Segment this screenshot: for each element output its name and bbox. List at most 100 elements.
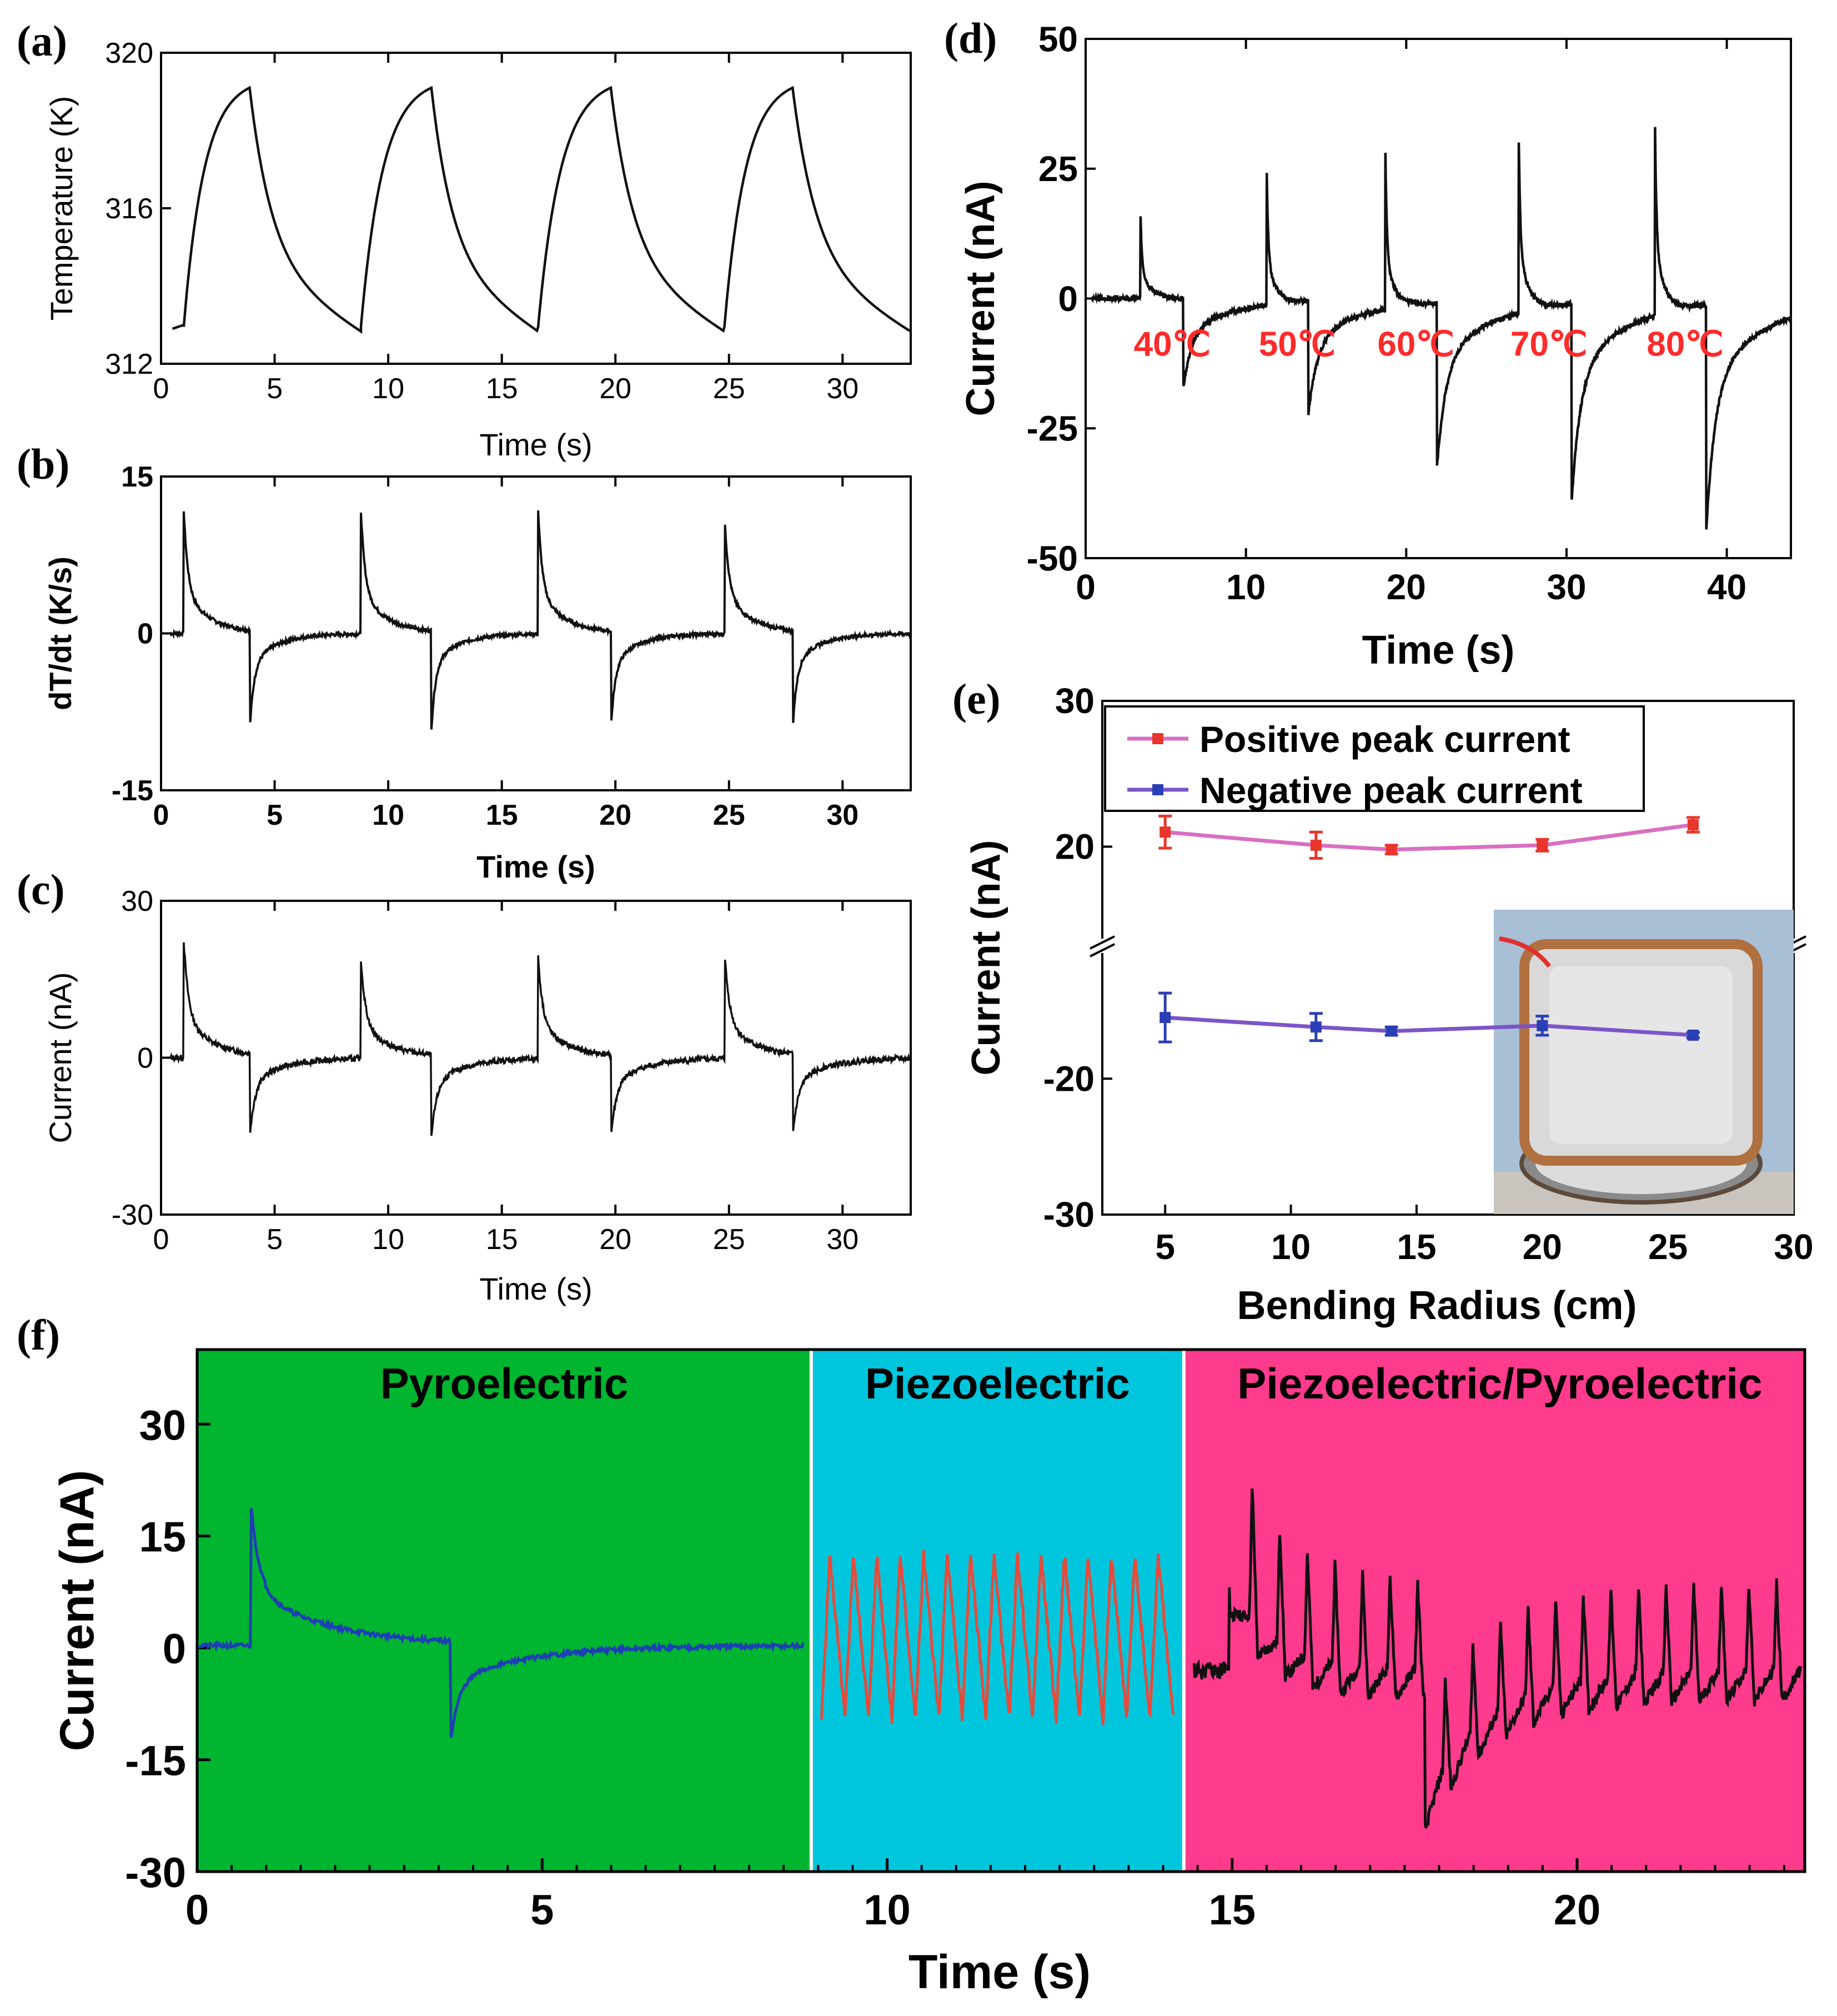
panel-label-a: (a) bbox=[17, 17, 67, 65]
y-tick-label: 30 bbox=[1055, 681, 1095, 721]
axes-frame bbox=[1085, 38, 1792, 559]
y-tick-label: 0 bbox=[137, 1042, 153, 1075]
x-tick-label: 0 bbox=[153, 1223, 169, 1256]
y-tick-label: -15 bbox=[125, 1738, 186, 1785]
y-axis-label: Current (nA) bbox=[964, 840, 1008, 1076]
x-tick-label: 10 bbox=[372, 373, 404, 405]
data-point bbox=[1687, 1029, 1699, 1041]
x-tick-label: 25 bbox=[1648, 1227, 1688, 1267]
x-tick-label: 5 bbox=[267, 799, 283, 831]
x-axis-label: Time (s) bbox=[479, 1271, 592, 1306]
panel-label-e: (e) bbox=[952, 675, 1001, 723]
x-axis-label: Time (s) bbox=[476, 849, 595, 884]
region-label: Piezoelectric bbox=[865, 1359, 1130, 1408]
y-axis-label: Current (nA) bbox=[958, 181, 1003, 417]
data-point bbox=[1160, 1012, 1171, 1024]
current-trace bbox=[169, 942, 911, 1136]
data-point bbox=[1386, 1025, 1397, 1037]
x-tick-label: 5 bbox=[530, 1887, 554, 1934]
y-tick-label: -20 bbox=[1043, 1059, 1095, 1099]
x-tick-label: 20 bbox=[1387, 567, 1426, 607]
piezoelectric-trace bbox=[820, 1550, 1175, 1725]
x-tick-label: 20 bbox=[599, 1223, 631, 1256]
x-tick-label: 20 bbox=[599, 799, 631, 831]
legend: Positive peak current Negative peak curre… bbox=[1104, 705, 1645, 812]
legend-marker bbox=[1152, 784, 1163, 795]
x-tick-label: 15 bbox=[486, 373, 518, 405]
panel-label-b: (b) bbox=[17, 440, 69, 488]
panel-a: 0 5 10 15 20 25 30 312 316 320 Time (s) Temperature… bbox=[44, 37, 912, 462]
x-tick-label: 25 bbox=[713, 1223, 745, 1256]
y-tick-label: 0 bbox=[1058, 279, 1078, 319]
x-tick-label: 25 bbox=[713, 373, 745, 405]
legend-box bbox=[1104, 705, 1645, 812]
y-axis-label: Current (nA) bbox=[43, 972, 78, 1143]
x-tick-label: 5 bbox=[267, 373, 283, 405]
region-1 bbox=[811, 1350, 1184, 1872]
y-tick-label: 312 bbox=[105, 348, 153, 380]
pyroelectric-trace bbox=[197, 1508, 805, 1738]
data-point bbox=[1537, 839, 1548, 851]
y-tick-label: 20 bbox=[1055, 827, 1095, 867]
x-tick-label: 30 bbox=[826, 373, 859, 405]
y-tick-label: 15 bbox=[121, 461, 153, 493]
x-tick-label: 15 bbox=[1397, 1227, 1436, 1267]
data-point bbox=[1386, 844, 1397, 855]
y-tick-label: -25 bbox=[1027, 409, 1078, 449]
panel-label-d: (d) bbox=[944, 14, 997, 62]
x-tick-label: 30 bbox=[826, 799, 859, 831]
x-tick-label: 10 bbox=[372, 799, 404, 831]
temperature-curve bbox=[172, 86, 912, 334]
x-tick-label: 30 bbox=[1774, 1227, 1813, 1267]
x-tick-label: 0 bbox=[153, 799, 169, 831]
temperature-annotation: 40℃ bbox=[1134, 325, 1211, 363]
legend-marker bbox=[1152, 733, 1163, 744]
region-label: Piezoelectric/Pyroelectric bbox=[1237, 1359, 1762, 1408]
temperature-annotation: 80℃ bbox=[1647, 325, 1724, 363]
y-tick-label: 30 bbox=[139, 1402, 186, 1449]
x-tick-label: 30 bbox=[1547, 567, 1586, 607]
data-point bbox=[1687, 819, 1699, 831]
temperature-annotation: 70℃ bbox=[1510, 325, 1588, 363]
temperature-annotation: 50℃ bbox=[1259, 325, 1336, 363]
x-axis-label: Time (s) bbox=[909, 1945, 1091, 1999]
x-tick-label: 5 bbox=[1155, 1227, 1175, 1267]
x-tick-label: 10 bbox=[864, 1887, 911, 1934]
panel-d: 0 10 20 30 40 -50 -25 0 25 50 Time (s) Current (nA)… bbox=[958, 19, 1793, 673]
series-positive bbox=[1158, 814, 1700, 860]
panel-label-f: (f) bbox=[17, 1311, 60, 1359]
x-tick-label: 15 bbox=[486, 1223, 518, 1256]
x-tick-label: 0 bbox=[153, 373, 169, 405]
legend-label: Positive peak current bbox=[1199, 719, 1570, 760]
data-point bbox=[1160, 826, 1171, 838]
x-tick-label: 30 bbox=[826, 1223, 859, 1256]
y-tick-label: -50 bbox=[1027, 538, 1078, 578]
x-tick-label: 10 bbox=[372, 1223, 404, 1256]
x-axis-label: Time (s) bbox=[479, 427, 592, 462]
x-tick-label: 40 bbox=[1707, 567, 1746, 607]
x-tick-label: 5 bbox=[267, 1223, 283, 1256]
x-axis-label: Bending Radius (cm) bbox=[1237, 1283, 1637, 1328]
y-tick-label: 0 bbox=[163, 1626, 186, 1673]
photo-film-center bbox=[1549, 966, 1733, 1144]
y-tick-label: -30 bbox=[112, 1199, 153, 1231]
panel-f: Pyroelectric Piezoelectric Piezoelectric/P… bbox=[51, 1348, 1806, 1999]
y-axis-label: Temperature (K) bbox=[44, 96, 79, 321]
x-tick-label: 10 bbox=[1226, 567, 1266, 607]
series-line bbox=[1165, 823, 1694, 852]
x-axis-label: Time (s) bbox=[1362, 628, 1515, 673]
x-tick-label: 20 bbox=[1523, 1227, 1562, 1267]
x-tick-label: 15 bbox=[486, 799, 518, 831]
x-tick-label: 20 bbox=[599, 373, 631, 405]
x-tick-label: 25 bbox=[713, 799, 745, 831]
y-tick-label: 15 bbox=[139, 1514, 186, 1561]
data-point bbox=[1310, 839, 1322, 851]
y-tick-label: 50 bbox=[1038, 19, 1078, 59]
y-tick-label: 320 bbox=[105, 37, 153, 69]
temperature-annotation: 60℃ bbox=[1377, 325, 1454, 363]
axis-break-mark bbox=[1090, 943, 1115, 957]
data-point bbox=[1537, 1020, 1548, 1031]
x-tick-label: 10 bbox=[1271, 1227, 1311, 1267]
